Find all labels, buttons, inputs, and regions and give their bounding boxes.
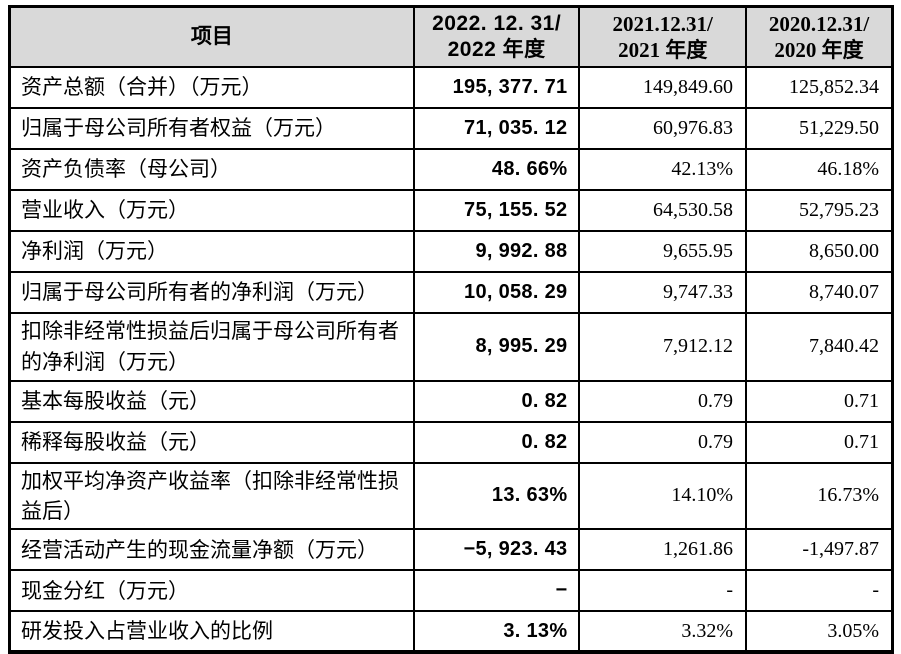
value-2020: 8,650.00 — [744, 229, 894, 273]
value-2020: 3.05% — [744, 610, 894, 654]
row-label: 经营活动产生的现金流量净额（万元） — [8, 528, 415, 572]
value-2020: 46.18% — [744, 147, 894, 191]
value-2021: 9,655.95 — [578, 229, 747, 273]
table-row-operating-revenue: 营业收入（万元） 75, 155. 52 64,530.58 52,795.23 — [8, 188, 894, 232]
row-label: 归属于母公司所有者权益（万元） — [8, 106, 415, 150]
value-2020: 52,795.23 — [744, 188, 894, 232]
table-row-parent-net-profit: 归属于母公司所有者的净利润（万元） 10, 058. 29 9,747.33 8… — [8, 270, 894, 314]
table-row-operating-cash-flow: 经营活动产生的现金流量净额（万元） −5, 923. 43 1,261.86 -… — [8, 528, 894, 572]
value-2021: 0.79 — [578, 379, 747, 423]
table-row-rd-ratio: 研发投入占营业收入的比例 3. 13% 3.32% 3.05% — [8, 610, 894, 654]
value-2022: 10, 058. 29 — [412, 270, 581, 314]
header-2020-column: 2020.12.31/ 2020 年度 — [744, 5, 894, 68]
row-label: 资产负债率（母公司） — [8, 147, 415, 191]
row-label: 现金分红（万元） — [8, 569, 415, 613]
row-label: 资产总额（合并）（万元） — [8, 65, 415, 109]
value-2020: - — [744, 569, 894, 613]
table-row-basic-eps: 基本每股收益（元） 0. 82 0.79 0.71 — [8, 379, 894, 423]
value-2021: 9,747.33 — [578, 270, 747, 314]
header-2020-date: 2020.12.31/ — [768, 11, 870, 36]
value-2020: 51,229.50 — [744, 106, 894, 150]
value-2022: −5, 923. 43 — [412, 528, 581, 572]
header-2021-date: 2021.12.31/ — [612, 11, 713, 36]
value-2021: 42.13% — [578, 147, 747, 191]
table-header-row: 项目 2022. 12. 31/ 2022 年度 2021.12.31/ 202… — [8, 5, 894, 68]
value-2022: 8, 995. 29 — [412, 311, 581, 382]
value-2021: 149,849.60 — [578, 65, 747, 109]
value-2021: 3.32% — [578, 610, 747, 654]
row-label: 稀释每股收益（元） — [8, 420, 415, 464]
header-2020-year: 2020 年度 — [774, 37, 864, 62]
value-2020: 0.71 — [744, 379, 894, 423]
row-label: 加权平均净资产收益率（扣除非经常性损益后） — [8, 461, 415, 531]
value-2020: 8,740.07 — [744, 270, 894, 314]
value-2020: 0.71 — [744, 420, 894, 464]
value-2022: 0. 82 — [412, 379, 581, 423]
row-label: 基本每股收益（元） — [8, 379, 415, 423]
header-2022-year: 2022 年度 — [447, 37, 546, 61]
row-label: 扣除非经常性损益后归属于母公司所有者的净利润（万元） — [8, 311, 415, 382]
header-2022-date: 2022. 12. 31/ — [432, 11, 562, 35]
header-2021-year: 2021 年度 — [618, 37, 708, 62]
value-2020: 7,840.42 — [744, 311, 894, 382]
table-row-total-assets: 资产总额（合并）（万元） 195, 377. 71 149,849.60 125… — [8, 65, 894, 109]
value-2022: 9, 992. 88 — [412, 229, 581, 273]
value-2021: 60,976.83 — [578, 106, 747, 150]
value-2020: -1,497.87 — [744, 528, 894, 572]
value-2021: 0.79 — [578, 420, 747, 464]
table-row-diluted-eps: 稀释每股收益（元） 0. 82 0.79 0.71 — [8, 420, 894, 464]
value-2020: 16.73% — [744, 461, 894, 531]
table-row-debt-ratio: 资产负债率（母公司） 48. 66% 42.13% 46.18% — [8, 147, 894, 191]
table-row-deducted-net-profit: 扣除非经常性损益后归属于母公司所有者的净利润（万元） 8, 995. 29 7,… — [8, 311, 894, 382]
header-item-column: 项目 — [8, 5, 415, 68]
table-row-parent-equity: 归属于母公司所有者权益（万元） 71, 035. 12 60,976.83 51… — [8, 106, 894, 150]
value-2021: 14.10% — [578, 461, 747, 531]
value-2021: 64,530.58 — [578, 188, 747, 232]
table-row-cash-dividend: 现金分红（万元） − - - — [8, 569, 894, 613]
value-2022: 195, 377. 71 — [412, 65, 581, 109]
row-label: 营业收入（万元） — [8, 188, 415, 232]
value-2020: 125,852.34 — [744, 65, 894, 109]
value-2021: 1,261.86 — [578, 528, 747, 572]
header-2022-column: 2022. 12. 31/ 2022 年度 — [412, 5, 581, 68]
financial-summary-table: 项目 2022. 12. 31/ 2022 年度 2021.12.31/ 202… — [8, 5, 894, 654]
value-2022: 3. 13% — [412, 610, 581, 654]
value-2021: 7,912.12 — [578, 311, 747, 382]
row-label: 研发投入占营业收入的比例 — [8, 610, 415, 654]
value-2021: - — [578, 569, 747, 613]
value-2022: 13. 63% — [412, 461, 581, 531]
value-2022: 0. 82 — [412, 420, 581, 464]
table-row-weighted-roe: 加权平均净资产收益率（扣除非经常性损益后） 13. 63% 14.10% 16.… — [8, 461, 894, 531]
row-label: 归属于母公司所有者的净利润（万元） — [8, 270, 415, 314]
value-2022: 75, 155. 52 — [412, 188, 581, 232]
value-2022: 71, 035. 12 — [412, 106, 581, 150]
table-row-net-profit: 净利润（万元） 9, 992. 88 9,655.95 8,650.00 — [8, 229, 894, 273]
value-2022: 48. 66% — [412, 147, 581, 191]
header-2021-column: 2021.12.31/ 2021 年度 — [578, 5, 747, 68]
value-2022: − — [412, 569, 581, 613]
row-label: 净利润（万元） — [8, 229, 415, 273]
